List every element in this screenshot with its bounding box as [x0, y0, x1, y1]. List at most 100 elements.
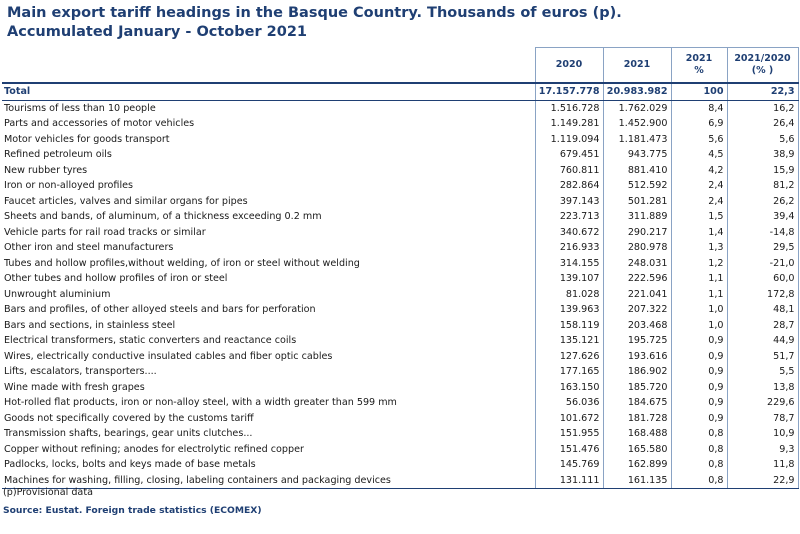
row-2020: 679.451 [535, 147, 604, 163]
row-label: Goods not specifically covered by the cu… [2, 410, 536, 426]
table-row: Lifts, escalators, transporters.... 177.1… [2, 364, 799, 380]
row-change: 38,9 [727, 147, 799, 163]
header-change: 2021/2020 (% ) [726, 47, 799, 84]
row-2020: 163.150 [535, 379, 604, 395]
row-2021: 184.675 [603, 395, 672, 411]
row-2021: 203.468 [603, 317, 672, 333]
row-label: Tubes and hollow profiles,without weldin… [2, 255, 536, 271]
table-row: Other iron and steel manufacturers 216.93… [2, 240, 799, 256]
row-change: 60,0 [727, 271, 799, 287]
row-2021: 501.281 [603, 193, 672, 209]
row-label: Transmission shafts, bearings, gear unit… [2, 426, 536, 442]
row-2021: 1.762.029 [603, 100, 672, 116]
row-label: Refined petroleum oils [2, 147, 536, 163]
table-row: Hot-rolled flat products, iron or non-al… [2, 395, 799, 411]
row-2021: 186.902 [603, 364, 672, 380]
table-row: Other tubes and hollow profiles of iron … [2, 271, 799, 287]
row-2020: 145.769 [535, 457, 604, 473]
row-label: Bars and profiles, of other alloyed stee… [2, 302, 536, 318]
row-change: 22,9 [727, 472, 799, 489]
row-change: 81,2 [727, 178, 799, 194]
row-label: Electrical transformers, static converte… [2, 333, 536, 349]
row-share: 1,0 [671, 317, 728, 333]
row-share: 5,6 [671, 131, 728, 147]
row-share: 0,8 [671, 472, 728, 489]
row-change: 9,3 [727, 441, 799, 457]
row-change: 172,8 [727, 286, 799, 302]
row-label: Hot-rolled flat products, iron or non-al… [2, 395, 536, 411]
row-share: 1,4 [671, 224, 728, 240]
page-title: Main export tariff headings in the Basqu… [7, 4, 622, 42]
row-2020: 314.155 [535, 255, 604, 271]
row-share: 0,8 [671, 457, 728, 473]
table-row: Goods not specifically covered by the cu… [2, 410, 799, 426]
row-change: 28,7 [727, 317, 799, 333]
row-2020: 223.713 [535, 209, 604, 225]
header-corner [2, 47, 536, 84]
row-share: 0,9 [671, 364, 728, 380]
row-change: 48,1 [727, 302, 799, 318]
row-2021: 165.580 [603, 441, 672, 457]
row-share: 1,1 [671, 271, 728, 287]
row-share: 2,4 [671, 178, 728, 194]
row-label: Faucet articles, valves and similar orga… [2, 193, 536, 209]
header-2021: 2021 [602, 47, 672, 84]
row-2021: 512.592 [603, 178, 672, 194]
table-row: Tubes and hollow profiles,without weldin… [2, 255, 799, 271]
row-change: 11,8 [727, 457, 799, 473]
title-line-2: Accumulated January - October 2021 [7, 24, 308, 40]
row-2021: 1.181.473 [603, 131, 672, 147]
row-label: Machines for washing, filling, closing, … [2, 472, 536, 489]
row-2020: 139.963 [535, 302, 604, 318]
row-label: Vehicle parts for rail road tracks or si… [2, 224, 536, 240]
row-2020: 1.516.728 [535, 100, 604, 116]
row-label: Sheets and bands, of aluminum, of a thic… [2, 209, 536, 225]
row-change: 13,8 [727, 379, 799, 395]
table-row: Sheets and bands, of aluminum, of a thic… [2, 209, 799, 225]
row-label: New rubber tyres [2, 162, 536, 178]
table-row: Refined petroleum oils 679.451 943.775 4,5 3… [2, 147, 799, 163]
row-2021: 193.616 [603, 348, 672, 364]
table-row: Wine made with fresh grapes 163.150 185.72… [2, 379, 799, 395]
row-change: 26,4 [727, 116, 799, 132]
total-share: 100 [671, 83, 728, 101]
row-share: 6,9 [671, 116, 728, 132]
row-share: 1,3 [671, 240, 728, 256]
row-2021: 881.410 [603, 162, 672, 178]
row-2020: 340.672 [535, 224, 604, 240]
title-line-1: Main export tariff headings in the Basqu… [7, 5, 622, 21]
row-share: 4,2 [671, 162, 728, 178]
row-label: Unwrought aluminium [2, 286, 536, 302]
table-row: Electrical transformers, static converte… [2, 333, 799, 349]
row-share: 0,9 [671, 348, 728, 364]
row-2021: 290.217 [603, 224, 672, 240]
row-2020: 397.143 [535, 193, 604, 209]
total-row: Total 17.157.778 20.983.982 100 22,3 [2, 83, 799, 101]
row-2021: 185.720 [603, 379, 672, 395]
row-2020: 282.864 [535, 178, 604, 194]
row-2021: 207.322 [603, 302, 672, 318]
row-change: 5,6 [727, 131, 799, 147]
row-2021: 222.596 [603, 271, 672, 287]
row-change: -14,8 [727, 224, 799, 240]
row-label: Iron or non-alloyed profiles [2, 178, 536, 194]
row-2020: 135.121 [535, 333, 604, 349]
row-label: Tourisms of less than 10 people [2, 100, 536, 116]
row-label: Other tubes and hollow profiles of iron … [2, 271, 536, 287]
row-label: Padlocks, locks, bolts and keys made of … [2, 457, 536, 473]
row-change: 51,7 [727, 348, 799, 364]
header-share: 2021 % [670, 47, 728, 84]
total-change: 22,3 [727, 83, 799, 101]
source-note: Source: Eustat. Foreign trade statistics… [3, 505, 262, 516]
row-2020: 127.626 [535, 348, 604, 364]
table-row: Machines for washing, filling, closing, … [2, 472, 799, 489]
table-row: Padlocks, locks, bolts and keys made of … [2, 457, 799, 473]
row-2021: 162.899 [603, 457, 672, 473]
header-2020: 2020 [534, 47, 604, 84]
row-share: 0,8 [671, 441, 728, 457]
row-share: 0,9 [671, 379, 728, 395]
table-row: New rubber tyres 760.811 881.410 4,2 15,9 [2, 162, 799, 178]
row-label: Copper without refining; anodes for elec… [2, 441, 536, 457]
row-2020: 101.672 [535, 410, 604, 426]
table-row: Iron or non-alloyed profiles 282.864 512.5… [2, 178, 799, 194]
